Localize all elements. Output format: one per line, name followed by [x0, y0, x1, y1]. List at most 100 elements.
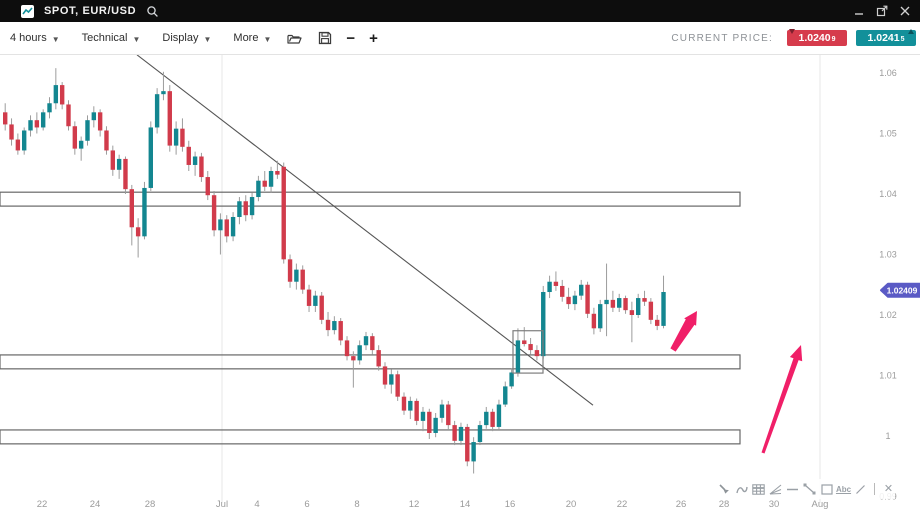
candle-body-down: [370, 336, 375, 351]
candle-body-up: [617, 298, 622, 308]
x-axis-label: 14: [460, 499, 471, 510]
close-button[interactable]: [898, 4, 912, 18]
technical-dropdown-label: Technical: [81, 32, 128, 44]
popout-button[interactable]: [875, 4, 889, 18]
x-axis-label: 30: [769, 499, 780, 510]
candle-body-down: [129, 189, 134, 228]
save-icon[interactable]: [318, 31, 332, 45]
candle-body-down: [610, 299, 616, 308]
ask-price-badge[interactable]: 1.0241 5: [856, 29, 916, 46]
y-axis-label: 1: [885, 431, 890, 441]
candle-body-up: [268, 171, 274, 187]
candle-body-down: [186, 146, 191, 165]
candle-body-down: [382, 366, 388, 385]
candle-body-up: [389, 374, 394, 385]
candle-body-down: [534, 350, 540, 357]
candle-body-up: [420, 411, 426, 421]
x-axis-label: 12: [409, 499, 420, 510]
fib-grid-tool-icon[interactable]: [752, 481, 765, 497]
candle-body-down: [553, 281, 559, 286]
trendline-tool-icon[interactable]: [803, 481, 816, 497]
candle-body-up: [21, 130, 27, 151]
candle-body-up: [547, 281, 552, 293]
candle-body-down: [338, 321, 343, 341]
window-title: SPOT, EUR/USD: [44, 5, 137, 17]
timeframe-dropdown[interactable]: 4 hours ▼: [10, 32, 60, 44]
minimize-button[interactable]: [852, 4, 866, 18]
candle-body-down: [591, 313, 597, 329]
zoom-out-button[interactable]: −: [346, 29, 356, 47]
candle-body-down: [585, 284, 590, 314]
candle-body-down: [262, 180, 267, 187]
candle-body-down: [59, 85, 65, 105]
candle-body-up: [458, 426, 464, 441]
candle-body-down: [465, 426, 470, 462]
candle-body-up: [192, 156, 198, 165]
x-axis-label: 6: [304, 499, 309, 510]
curve-tool-icon[interactable]: [735, 481, 748, 497]
chart-toolbar: 4 hours ▼ Technical ▼ Display ▼ More ▼ −…: [0, 22, 920, 55]
candle-body-down: [522, 340, 527, 345]
ask-price-frac: 5: [900, 36, 905, 43]
zoom-in-button[interactable]: +: [369, 29, 378, 47]
x-axis-label: 22: [617, 499, 628, 510]
candle-body-up: [91, 112, 97, 121]
candle-body-down: [104, 130, 109, 151]
candle-body-up: [484, 411, 489, 426]
x-axis-label: 26: [676, 499, 687, 510]
search-icon[interactable]: [146, 5, 159, 18]
candle-body-down: [401, 396, 407, 411]
candle-body-up: [78, 140, 84, 149]
rectangle-tool-icon[interactable]: [820, 481, 833, 497]
chart-area[interactable]: 1.061.051.041.031.021.0110.9920222428Jul…: [0, 54, 920, 519]
x-axis-label: 16: [505, 499, 516, 510]
candle-body-up: [515, 340, 521, 373]
current-price-area: CURRENT PRICE: 1.0240 9 1.0241 5: [671, 29, 916, 46]
candlestick-chart[interactable]: 1.061.051.041.031.021.0110.9920222428Jul…: [0, 54, 920, 519]
candle-body-down: [123, 158, 128, 190]
candle-body-up: [408, 400, 413, 411]
candle-body-down: [72, 126, 78, 149]
candle-body-up: [294, 269, 299, 282]
fan-lines-tool-icon[interactable]: [769, 481, 782, 497]
x-axis-label: 24: [90, 499, 101, 510]
candle-body-down: [344, 340, 350, 357]
descending-trendline: [136, 54, 594, 406]
chevron-down-icon: ▼: [51, 34, 60, 44]
candle-body-up: [154, 94, 160, 128]
open-folder-icon[interactable]: [287, 32, 302, 45]
technical-dropdown[interactable]: Technical ▼: [82, 32, 141, 44]
more-dropdown[interactable]: More ▼: [233, 32, 271, 44]
chevron-down-icon: ▼: [203, 34, 212, 44]
chevron-down-icon: ▼: [132, 34, 141, 44]
y-axis-label: 1.04: [879, 189, 897, 199]
candle-body-down: [490, 411, 495, 427]
candle-body-down: [211, 195, 217, 231]
ask-price-value: 1.0241: [867, 32, 900, 44]
bid-price-badge[interactable]: 1.0240 9: [787, 29, 847, 46]
candle-body-down: [642, 298, 647, 302]
more-dropdown-label: More: [233, 32, 259, 44]
candle-body-up: [363, 336, 369, 346]
candle-body-up: [477, 425, 483, 443]
x-axis-label: Aug: [812, 499, 829, 510]
candle-body-down: [167, 91, 172, 146]
diagonal-line-tool-icon[interactable]: [854, 481, 867, 497]
remove-drawings-icon[interactable]: ✕: [883, 482, 894, 495]
candle-body-up: [47, 103, 52, 113]
candle-body-down: [325, 319, 331, 331]
display-dropdown[interactable]: Display ▼: [162, 32, 211, 44]
highlight-box: [512, 330, 544, 374]
candle-body-down: [414, 400, 419, 421]
candle-body-down: [287, 259, 293, 282]
text-tool-icon[interactable]: Abc: [835, 484, 852, 494]
x-axis-label: 20: [566, 499, 577, 510]
candle-body-up: [496, 404, 502, 427]
candle-body-down: [654, 319, 660, 326]
candle-body-up: [28, 120, 33, 131]
candle-body-down: [566, 296, 571, 305]
display-dropdown-label: Display: [162, 32, 199, 44]
horizontal-line-tool-icon[interactable]: [786, 481, 799, 497]
candle-body-up: [572, 295, 578, 305]
pointer-tool-icon[interactable]: [718, 481, 731, 497]
